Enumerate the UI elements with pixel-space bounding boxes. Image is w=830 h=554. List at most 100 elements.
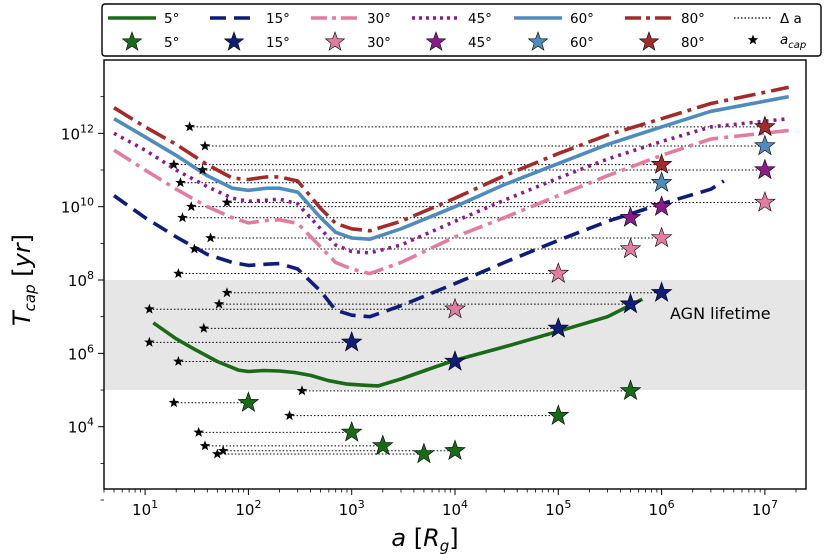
series-line-1 [112,179,725,319]
acap-star-12 [144,303,155,314]
capture-star-18 [650,195,673,216]
legend-star-4 [527,31,549,51]
acap-star-3 [212,448,223,459]
acap-star-14 [189,243,200,254]
acap-star-23 [184,121,195,132]
series-line-2 [113,128,789,276]
capture-star-5 [547,404,570,425]
capture-star-0 [237,391,260,412]
legend-box [101,3,822,57]
legend-star-label-4: 60° [570,35,594,51]
acap-star-6 [296,385,308,396]
x-tick-label-3: 103 [339,498,365,519]
capture-star-17 [619,206,642,227]
series-line-5 [113,85,790,233]
legend-star-5 [638,31,660,51]
capture-star-11 [650,281,673,302]
acap-star-22 [168,159,180,170]
series-line-4 [113,94,790,241]
legend-line-label-1: 15° [266,11,290,27]
y-tick-label-4: 104 [68,416,94,437]
legend-acap-star [747,34,759,45]
capture-star-8 [444,350,466,371]
capture-stars [237,115,776,464]
capture-star-1 [340,421,363,442]
acap-star-8 [173,356,184,366]
legend-star-0 [121,31,143,51]
legend-acap-label: acap [780,32,806,51]
capture-star-10 [619,292,642,314]
capture-star-3 [413,442,435,464]
legend-line-label-0: 5° [164,11,179,27]
capture-star-12 [444,297,466,319]
capture-star-16 [754,191,776,212]
agn-lifetime-band-group [104,280,806,391]
acap-star-19 [205,232,216,243]
acap-star-0 [168,397,180,408]
acap-star-21 [199,140,211,151]
legend-line-label-6: Δ a [780,11,802,27]
acap-star-4 [218,445,229,456]
legend-line-label-4: 60° [570,11,594,27]
acap-stars [144,121,308,459]
acap-star-7 [144,336,155,347]
x-tick-label-4: 104 [442,498,468,519]
capture-star-21 [754,134,776,156]
plot-area [104,60,806,489]
capture-star-2 [371,434,394,456]
series-line-0 [152,297,644,388]
acap-star-17 [197,164,208,175]
legend-line-label-5: 80° [681,11,705,27]
x-tick-label-2: 102 [235,498,261,519]
capture-star-4 [444,439,466,461]
capture-star-23 [754,115,776,137]
series-lines [112,85,790,388]
acap-star-16 [186,201,197,212]
capture-star-15 [650,226,673,248]
capture-star-19 [754,158,776,180]
series-line-3 [113,116,789,255]
acap-star-10 [213,298,225,309]
capture-star-13 [547,262,570,283]
capture-star-20 [650,171,673,192]
capture-star-9 [547,317,570,338]
legend-star-label-3: 45° [468,35,492,51]
legend-line-label-2: 30° [367,11,391,27]
legend-star-1 [223,31,245,51]
legend-star-label-1: 15° [266,35,290,51]
acap-star-5 [284,410,295,421]
acap-star-13 [173,268,184,278]
acap-star-1 [193,426,204,437]
y-tick-label-12: 1012 [61,122,94,143]
legend-line-label-3: 45° [468,11,492,27]
agn-lifetime-band [104,280,806,391]
y-tick-label-10: 1010 [61,196,94,217]
capture-star-22 [650,153,673,174]
capture-star-7 [340,330,363,352]
acap-star-11 [221,287,233,298]
acap-star-15 [177,212,188,223]
x-axis-label: a [Rg] [391,524,458,554]
legend: 5° 15° 30° 45° 60° 80° Δ a 5° 15° 30° 45° 60° 80° aca… [108,11,806,51]
y-tick-label-6: 106 [68,342,94,363]
legend-star-3 [425,31,447,51]
capture-star-14 [619,237,642,259]
legend-star-2 [324,31,346,51]
x-tick-label-1: 101 [132,498,158,519]
legend-star-label-2: 30° [367,35,391,51]
y-tick-label-8: 108 [68,269,94,290]
legend-star-label-0: 5° [164,35,179,51]
legend-star-label-5: 80° [681,35,705,51]
y-axis-label: Tcap [yr] [8,234,39,326]
acap-star-20 [175,177,186,188]
acap-star-18 [221,197,233,207]
acap-star-9 [198,322,209,333]
x-tick-label-7: 107 [752,498,778,519]
axis-ticks: 101 102 103 104 105 106 107 104 106 108 1010 1012 [61,96,797,519]
acap-star-2 [199,440,211,451]
x-tick-label-6: 106 [649,498,675,519]
capture-star-6 [619,379,642,401]
agn-lifetime-label: AGN lifetime [670,304,771,323]
delta-a-connectors [149,126,765,455]
